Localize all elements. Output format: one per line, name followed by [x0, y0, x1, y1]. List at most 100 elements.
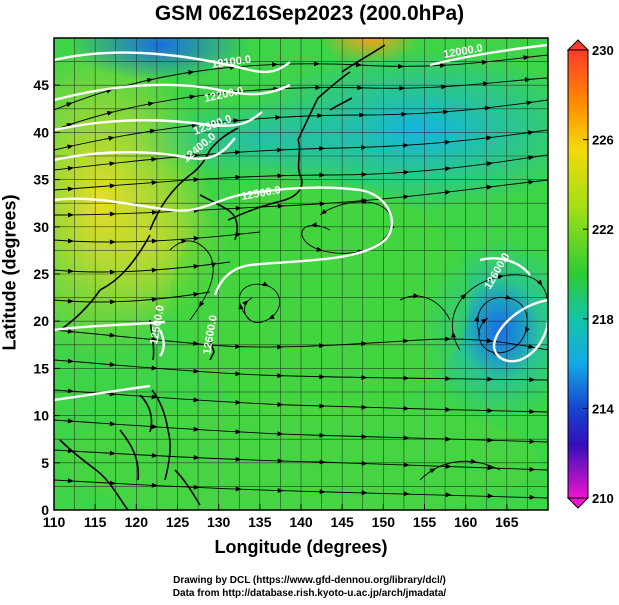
wind-arrowhead — [275, 115, 282, 121]
wind-arrowhead — [482, 81, 490, 87]
wind-arrowhead — [528, 343, 535, 349]
coastlines — [59, 44, 386, 510]
y-axis: 0 5 10 15 20 25 30 35 40 45 — [33, 77, 60, 518]
wind-arrowhead — [67, 418, 74, 424]
wind-arrowhead — [193, 153, 200, 159]
x-tick-label: 130 — [207, 514, 231, 530]
wind-arrowhead — [487, 408, 494, 414]
wind-arrowhead — [277, 431, 284, 437]
x-tick-label: 145 — [330, 514, 354, 530]
wind-arrowhead — [319, 343, 326, 349]
wind-arrowhead — [359, 199, 367, 205]
wind-arrowhead — [445, 436, 452, 442]
wind-arrowhead — [277, 203, 284, 209]
wind-arrowhead — [317, 113, 324, 119]
wind-arrowhead — [451, 331, 457, 338]
temperature-shading — [54, 38, 548, 510]
wind-arrowhead — [235, 344, 242, 350]
wind-arrowhead — [109, 450, 116, 456]
wind-arrowhead — [529, 377, 536, 383]
x-tick-label: 160 — [454, 514, 478, 530]
x-tick-label: 125 — [166, 514, 190, 530]
wind-arrowhead — [277, 458, 284, 464]
wind-arrowhead — [526, 100, 533, 106]
wind-arrowhead — [528, 179, 535, 185]
wind-arrowhead — [529, 466, 536, 472]
wind-arrowhead — [67, 212, 74, 218]
colorbar-bottom-triangle — [566, 497, 590, 509]
wind-arrowhead — [235, 371, 242, 377]
wind-arrowhead — [151, 424, 158, 430]
wind-arrowhead — [181, 238, 188, 244]
wind-arrowhead — [268, 314, 275, 320]
wind-arrowhead — [235, 399, 242, 405]
wind-arrowhead — [314, 61, 321, 67]
wind-arrowhead — [151, 365, 158, 371]
wind-arrowhead — [67, 268, 74, 274]
wind-arrowhead — [319, 201, 326, 207]
wind-arrowhead — [106, 110, 114, 116]
wind-arrowhead — [310, 222, 318, 228]
wind-arrowhead — [109, 239, 116, 245]
wind-arrowhead — [444, 189, 452, 195]
wind-arrowhead — [109, 421, 116, 427]
x-tick-label: 115 — [84, 514, 107, 530]
wind-arrowhead — [151, 267, 158, 273]
wind-arrowhead — [193, 397, 200, 403]
wind-arrowhead — [151, 156, 158, 162]
wind-arrowhead — [359, 112, 366, 118]
credit-data-source: Data from http://database.rish.kyoto-u.a… — [172, 588, 447, 599]
wind-arrowhead — [527, 130, 535, 136]
wind-arrowhead — [67, 448, 74, 454]
wind-arrowhead — [439, 62, 447, 68]
y-tick-label: 25 — [33, 266, 49, 282]
wind-arrowhead — [109, 211, 116, 217]
wind-arrowhead — [316, 246, 323, 252]
wind-arrowhead — [193, 340, 200, 346]
y-axis-label: Latitude (degrees) — [0, 194, 20, 351]
wind-arrowhead — [361, 341, 368, 347]
wind-arrowhead — [277, 173, 284, 179]
wind-arrowhead — [109, 269, 116, 275]
wind-arrowhead — [66, 102, 73, 108]
x-tick-label: 110 — [43, 514, 66, 530]
wind-arrowhead — [193, 177, 200, 183]
x-axis: 110 115 120 125 130 135 140 145 150 155 160 165 — [43, 504, 519, 530]
wind-arrowhead — [233, 118, 240, 124]
wind-arrowhead — [193, 263, 200, 269]
wind-arrowhead — [276, 147, 284, 153]
wind-arrowhead — [361, 434, 368, 440]
wind-arrowhead — [109, 332, 116, 338]
colorbar-tick-label: 214 — [592, 401, 614, 416]
wind-arrowhead — [277, 402, 284, 408]
colorbar-tick-label: 210 — [592, 491, 614, 506]
wind-arrowhead — [188, 70, 195, 75]
wind-arrowhead — [445, 407, 452, 413]
wind-arrowhead — [361, 490, 368, 496]
wind-arrowhead — [403, 405, 410, 411]
y-tick-label: 30 — [33, 219, 49, 235]
wind-arrowhead — [319, 489, 326, 495]
y-tick-label: 45 — [33, 77, 49, 93]
wind-arrowhead — [528, 155, 535, 161]
x-axis-label: Longitude (degrees) — [214, 537, 388, 557]
wind-arrowhead — [151, 180, 158, 186]
wind-arrowhead — [403, 169, 410, 175]
wind-arrowhead — [67, 388, 74, 394]
wind-arrowhead — [361, 172, 368, 178]
wind-arrowhead — [403, 462, 410, 468]
wind-arrowheads — [66, 55, 543, 500]
wind-arrowhead — [189, 94, 196, 100]
wind-arrowhead — [234, 149, 242, 155]
wind-arrowhead — [193, 455, 200, 461]
wind-arrowhead — [355, 62, 363, 68]
colorbar-ramp — [567, 49, 589, 499]
wind-arrowhead — [151, 482, 158, 488]
colorbar-tick-label: 218 — [592, 312, 614, 327]
wind-arrowhead — [67, 358, 74, 364]
wind-arrowhead — [151, 238, 158, 244]
wind-arrowhead — [109, 299, 116, 305]
y-tick-label: 20 — [33, 313, 49, 329]
wind-arrowhead — [67, 298, 74, 304]
wind-arrowhead — [319, 374, 326, 380]
